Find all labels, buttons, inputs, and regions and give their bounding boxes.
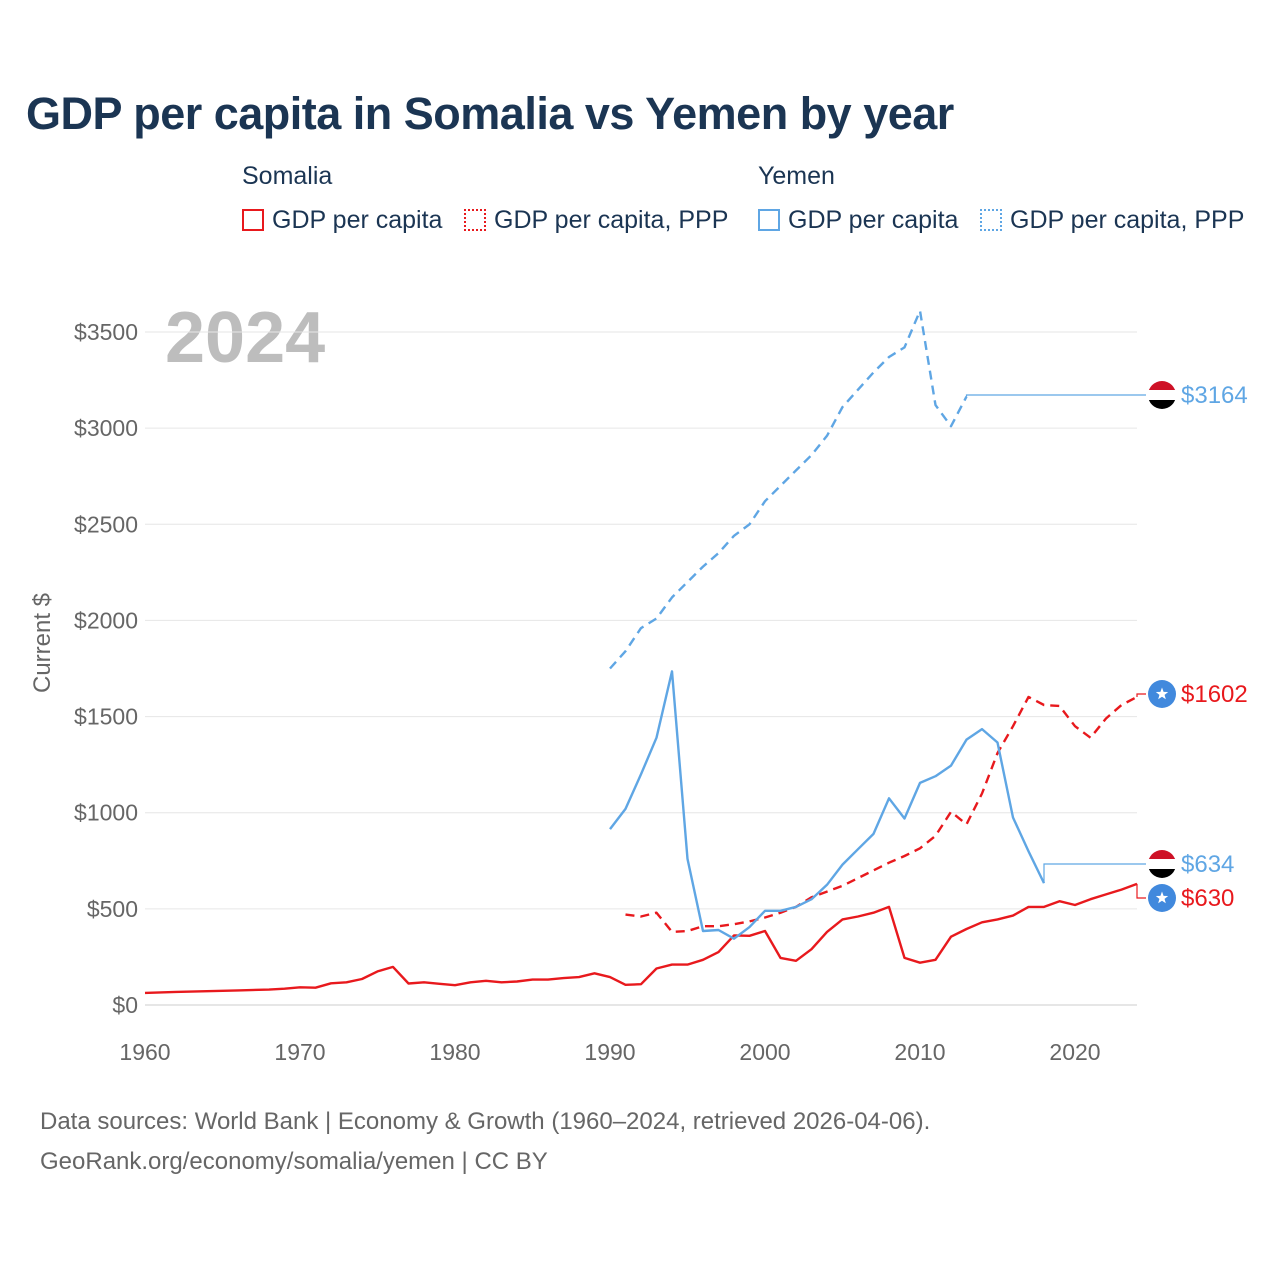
end-labels: $630 $1602 $634 $3164 — [965, 381, 1248, 912]
legend-group-yemen: Yemen — [758, 162, 835, 190]
legend-solid-red-swatch-icon — [242, 209, 264, 231]
end-value-label: $1602 — [1181, 681, 1248, 708]
legend-dotted-blue-swatch-icon — [980, 209, 1002, 231]
legend-somalia-ppp-label: GDP per capita, PPP — [494, 205, 729, 234]
series — [144, 309, 1138, 995]
yemen-flag-icon — [1148, 850, 1176, 878]
series-line-3[interactable] — [609, 309, 968, 670]
x-tick-label: 1970 — [274, 1039, 325, 1065]
axes: $0 $500 $1000 $1500 $2000 $2500 $3000 $3500 1960… — [74, 319, 1137, 1065]
x-tick-label: 2010 — [894, 1039, 945, 1065]
legend-solid-blue-swatch-icon — [758, 209, 780, 231]
x-tick-label: 1990 — [584, 1039, 635, 1065]
y-axis-label: Current $ — [29, 593, 56, 693]
source-line-2: GeoRank.org/economy/somalia/yemen | CC B… — [40, 1148, 548, 1175]
legend-somalia-gdp-label: GDP per capita — [272, 205, 443, 234]
somalia-flag-icon — [1148, 884, 1176, 912]
y-tick-label: $1500 — [74, 704, 138, 730]
legend-somalia-gdp[interactable]: GDP per capita — [242, 204, 442, 236]
yemen-flag-icon — [1148, 381, 1176, 409]
legend-yemen-ppp-label: GDP per capita, PPP — [1010, 205, 1245, 234]
series-line-1[interactable] — [625, 695, 1138, 934]
series-line-0[interactable] — [144, 882, 1138, 995]
legend-yemen-gdp[interactable]: GDP per capita — [758, 204, 958, 236]
x-tick-label: 1960 — [119, 1039, 170, 1065]
source-line-1: Data sources: World Bank | Economy & Gro… — [40, 1108, 931, 1135]
series-line-2[interactable] — [609, 670, 1046, 940]
legend-somalia-ppp[interactable]: GDP per capita, PPP — [464, 204, 728, 236]
legend-group-somalia: Somalia — [242, 162, 333, 190]
chart-title: GDP per capita in Somalia vs Yemen by ye… — [26, 88, 954, 139]
x-tick-label: 2000 — [739, 1039, 790, 1065]
y-tick-label: $2500 — [74, 511, 138, 537]
y-tick-label: $3500 — [74, 319, 138, 345]
x-tick-label: 2020 — [1049, 1039, 1100, 1065]
legend-yemen-gdp-label: GDP per capita — [788, 205, 959, 234]
leader-line — [1136, 693, 1146, 697]
x-tick-label: 1980 — [429, 1039, 480, 1065]
legend-yemen-ppp[interactable]: GDP per capita, PPP — [980, 204, 1244, 236]
leader-line — [965, 394, 1146, 397]
legend-dotted-red-swatch-icon — [464, 209, 486, 231]
somalia-flag-icon — [1148, 680, 1176, 708]
end-value-label: $630 — [1181, 885, 1234, 912]
gridlines — [145, 331, 1137, 1006]
year-watermark: 2024 — [165, 298, 325, 378]
y-tick-label: $2000 — [74, 607, 138, 633]
y-tick-label: $3000 — [74, 415, 138, 441]
y-tick-label: $500 — [87, 896, 138, 922]
leader-line — [1136, 883, 1146, 899]
leader-line — [1043, 863, 1146, 884]
y-tick-label: $1000 — [74, 800, 138, 826]
end-value-label: $634 — [1181, 851, 1234, 878]
end-value-label: $3164 — [1181, 382, 1248, 409]
y-tick-label: $0 — [112, 992, 138, 1018]
